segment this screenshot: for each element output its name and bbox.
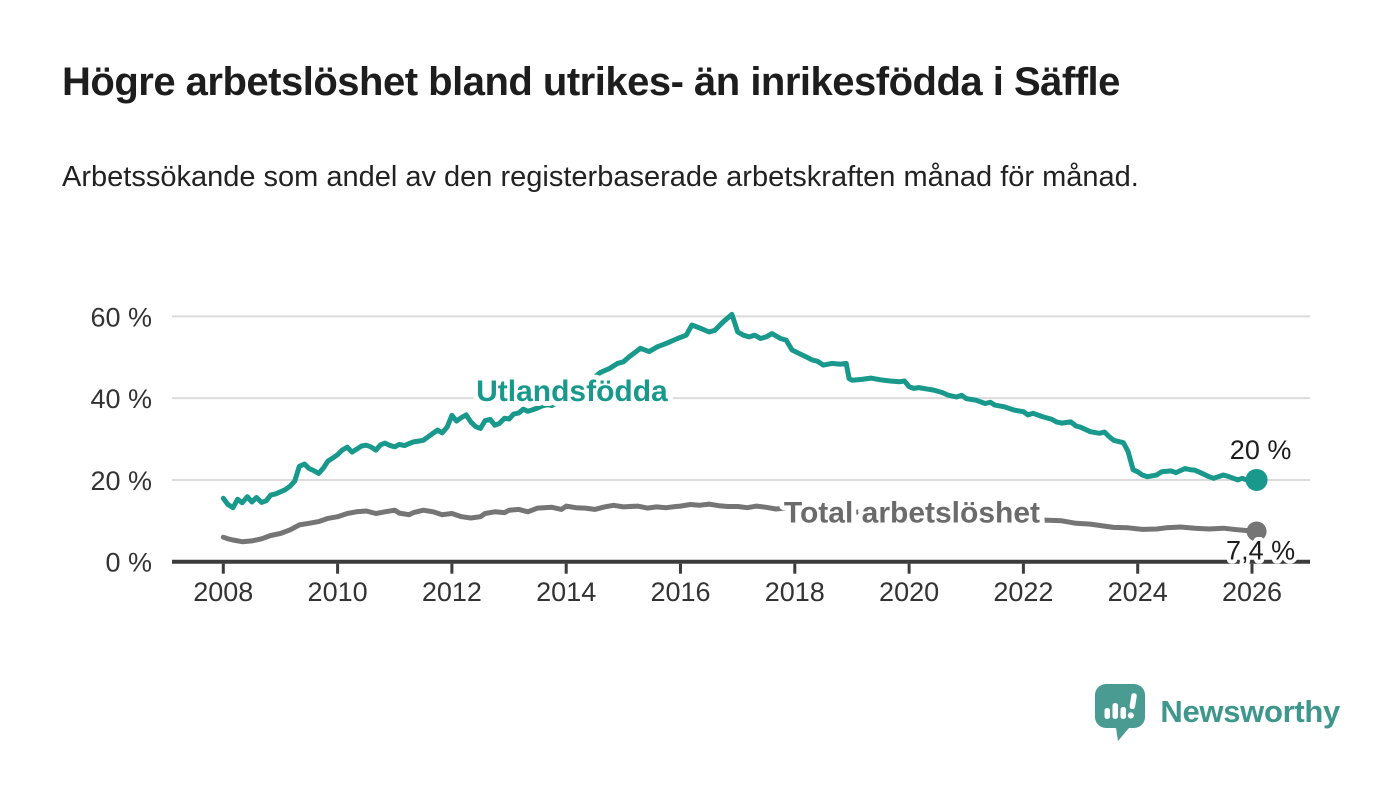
chart-subtitle: Arbetssökande som andel av den registerb… xyxy=(62,161,1139,193)
speech-bubble-shape xyxy=(1095,684,1146,741)
newsworthy-wordmark: Newsworthy xyxy=(1160,694,1340,729)
x-axis-label-2022: 2022 xyxy=(993,577,1053,607)
chart-title: Högre arbetslöshet bland utrikes- än inr… xyxy=(62,60,1120,104)
newsworthy-speech-bubble-icon xyxy=(1095,684,1146,741)
series-line-utlandsfodda xyxy=(220,311,1260,511)
x-axis-label-2020: 2020 xyxy=(879,577,939,607)
x-axis-label-2018: 2018 xyxy=(765,577,825,607)
series-line-total-arbetsloshet xyxy=(220,501,1260,545)
newsworthy-logo: Newsworthy xyxy=(1093,682,1340,742)
end-dot-total-arbetsloshet xyxy=(1246,521,1267,542)
y-axis-label-0: 0 % xyxy=(105,548,152,578)
x-axis-label-2008: 2008 xyxy=(193,577,253,607)
x-axis-label-2026: 2026 xyxy=(1222,577,1282,607)
end-dot-utlandsfodda xyxy=(1245,468,1268,491)
exclamation-mark-glyph xyxy=(1128,693,1138,719)
series-label-utlandsfodda: Utlandsfödda xyxy=(476,375,668,408)
end-value-label-total-arbetsloshet: 7,4 % xyxy=(1226,535,1295,565)
y-axis-label-20: 20 % xyxy=(90,466,152,496)
x-axis-label-2024: 2024 xyxy=(1108,577,1168,607)
x-axis-label-2016: 2016 xyxy=(650,577,710,607)
bar-chart-glyph xyxy=(1104,703,1127,719)
x-axis-label-2014: 2014 xyxy=(536,577,596,607)
series-label-total-arbetsloshet: Total arbetslöshet xyxy=(784,497,1040,530)
y-axis-label-60: 60 % xyxy=(90,302,152,332)
x-axis-label-2010: 2010 xyxy=(308,577,368,607)
x-axis-label-2012: 2012 xyxy=(422,577,482,607)
y-axis-label-40: 40 % xyxy=(90,384,152,414)
end-value-label-utlandsfodda: 20 % xyxy=(1230,435,1292,465)
